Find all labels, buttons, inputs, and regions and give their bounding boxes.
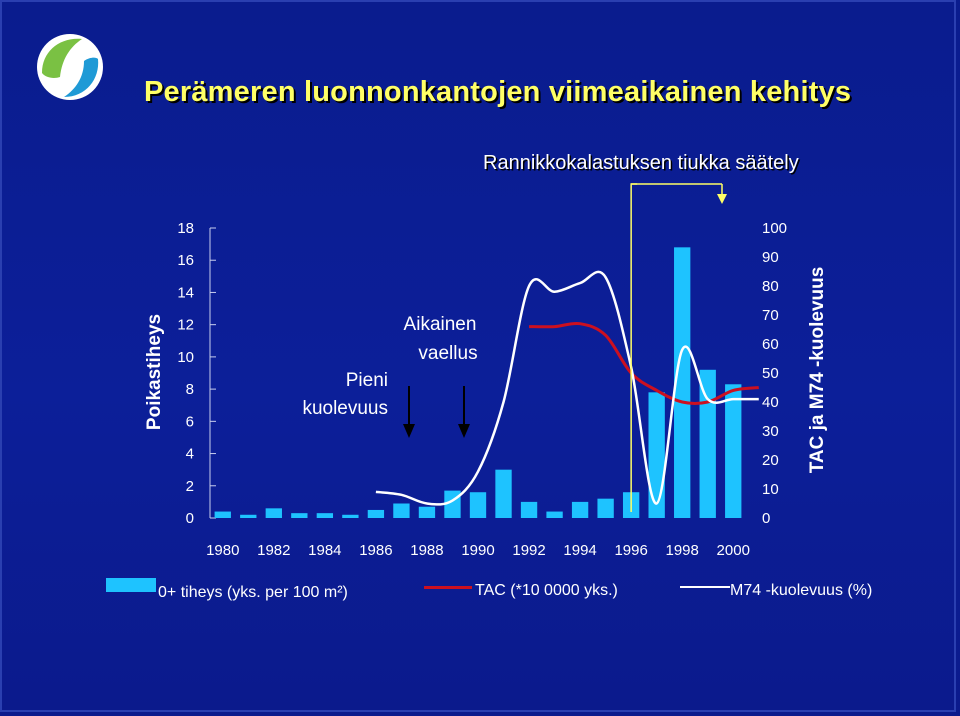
left-axis-tick-label: 6	[186, 413, 194, 430]
density-bar	[393, 503, 410, 518]
right-axis-tick-label: 50	[762, 365, 779, 382]
right-axis-tick-label: 70	[762, 307, 779, 324]
x-axis-tick-label: 1992	[512, 542, 545, 559]
legend-label-mortality: M74 -kuolevuus (%)	[730, 582, 873, 599]
density-bar	[520, 501, 538, 518]
regulation-subtitle: Rannikkokalastuksen tiukka säätely	[483, 152, 799, 174]
x-axis-tick-label: 1990	[461, 542, 494, 559]
density-bar	[648, 392, 665, 518]
regulation-marker-line	[630, 183, 638, 512]
density-bar	[571, 501, 589, 518]
density-bar	[367, 509, 385, 518]
right-axis-tick-label: 0	[762, 510, 770, 527]
density-bar	[674, 247, 691, 519]
right-axis-tick-label: 80	[762, 278, 779, 295]
right-axis-tick-label: 40	[762, 394, 779, 411]
legend-label-density: 0+ tiheys (yks. per 100 m²)	[158, 584, 348, 601]
left-axis-tick-label: 0	[186, 510, 194, 527]
density-bar	[316, 513, 334, 518]
annotation-vaellus-line1: Aikainen	[404, 314, 477, 335]
vaellus-arrow-head	[458, 424, 470, 438]
left-axis-tick-label: 12	[177, 317, 194, 334]
right-axis-tick-label: 20	[762, 452, 779, 469]
left-axis-tick-label: 8	[186, 381, 194, 398]
pieni-arrow-head	[403, 424, 415, 438]
x-axis-tick-label: 1998	[666, 542, 699, 559]
density-bar	[291, 513, 308, 518]
x-axis-tick-label: 1982	[257, 542, 290, 559]
density-bar	[495, 469, 512, 518]
density-bar	[725, 384, 742, 518]
x-axis-tick-label: 1984	[308, 542, 341, 559]
legend-swatch-mortality	[680, 586, 730, 588]
annotation-pieni-line1: Pieni	[346, 370, 388, 391]
annotation-vaellus-line2: vaellus	[418, 343, 477, 364]
right-axis-title: TAC ja M74 -kuolevuus	[807, 267, 828, 474]
density-bar	[546, 511, 563, 518]
density-bar	[699, 369, 716, 518]
right-axis-tick-label: 60	[762, 336, 779, 353]
density-bar	[240, 514, 257, 518]
left-axis-tick-label: 2	[186, 478, 194, 495]
legend-swatch-tac	[424, 586, 472, 589]
legend-swatch-density	[106, 578, 156, 592]
left-axis-tick-label: 10	[177, 349, 194, 366]
density-bar	[597, 498, 614, 518]
annotation-pieni-line2: kuolevuus	[302, 398, 388, 419]
x-axis-tick-label: 1988	[410, 542, 443, 559]
x-axis-tick-label: 1986	[359, 542, 392, 559]
density-bar	[418, 506, 436, 518]
x-axis-tick-label: 1996	[614, 542, 647, 559]
left-axis-tick-label: 4	[186, 446, 194, 463]
x-axis-tick-label: 1980	[206, 542, 239, 559]
right-axis-tick-label: 100	[762, 220, 787, 237]
leaf-fish-logo-icon	[37, 34, 103, 100]
legend-label-tac: TAC (*10 0000 yks.)	[475, 582, 618, 599]
tac-line	[529, 321, 759, 405]
left-axis-tick-label: 16	[177, 252, 194, 269]
x-axis-tick-label: 2000	[717, 542, 750, 559]
density-bar	[265, 508, 282, 518]
x-axis-tick-label: 1994	[563, 542, 596, 559]
right-axis-tick-label: 90	[762, 249, 779, 266]
right-axis-tick-label: 10	[762, 481, 779, 498]
left-axis-title: Poikastiheys	[144, 314, 165, 430]
regulation-arrow-head	[717, 194, 727, 204]
density-bar	[342, 514, 359, 518]
page-title: Perämeren luonnonkantojen viimeaikainen …	[144, 76, 852, 108]
left-axis-tick-label: 18	[177, 220, 194, 237]
right-axis-tick-label: 30	[762, 423, 779, 440]
density-bar	[214, 511, 231, 518]
mortality-line	[375, 270, 759, 506]
density-bar	[469, 492, 487, 518]
left-axis-tick-label: 14	[177, 284, 194, 301]
